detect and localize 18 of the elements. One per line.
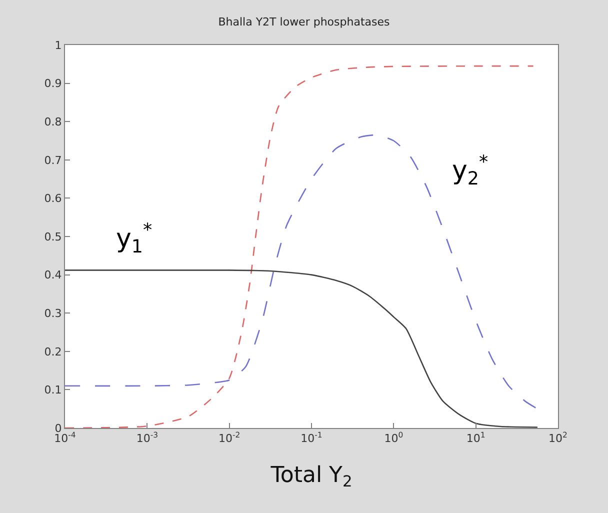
x-tick-label: 10$^{-3}$ [136, 430, 158, 446]
x-tick-label: 10$^{1}$ [466, 430, 486, 446]
y-tick-label: 0.4 [44, 268, 62, 282]
y-tick-label: 0.1 [44, 384, 62, 397]
y-tick-label: 0.5 [44, 230, 62, 244]
y-tick-label: 0.8 [44, 115, 62, 128]
y-tick-label: 0.3 [44, 306, 62, 320]
y-tick-label: 0.6 [44, 192, 62, 206]
x-tick-label: 10$^{2}$ [548, 430, 568, 446]
x-axis-title: Total Y$_{2}$ [270, 463, 352, 491]
y-tick-label: 0.2 [44, 345, 62, 358]
y-tick-label: 0.9 [44, 77, 62, 90]
y-tick-label: 0.7 [44, 154, 62, 167]
x-tick-label: 10$^{-1}$ [300, 430, 322, 446]
y-tick-label: 1 [54, 38, 62, 52]
x-tick-label: 10$^{-2}$ [218, 430, 240, 446]
x-tick-label: 10$^{0}$ [384, 430, 404, 446]
chart-title: Bhalla Y2T lower phosphatases [218, 16, 390, 29]
